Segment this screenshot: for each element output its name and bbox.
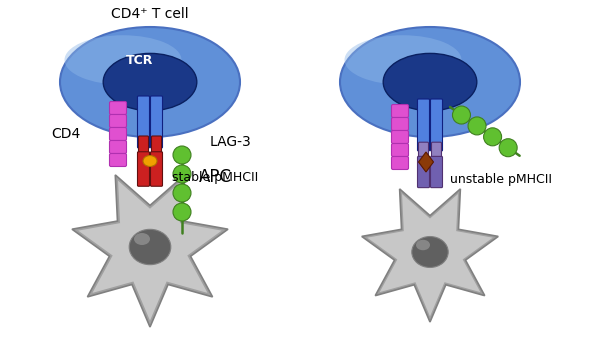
Text: APC: APC <box>199 168 232 186</box>
Text: TCR: TCR <box>127 54 154 67</box>
Text: CD4⁺ T cell: CD4⁺ T cell <box>111 7 189 21</box>
FancyBboxPatch shape <box>431 156 443 188</box>
FancyBboxPatch shape <box>392 144 409 157</box>
FancyBboxPatch shape <box>431 142 442 160</box>
Text: unstable pMHCII: unstable pMHCII <box>450 174 552 187</box>
Circle shape <box>452 106 470 124</box>
Ellipse shape <box>383 54 477 111</box>
Circle shape <box>484 128 502 146</box>
Circle shape <box>499 139 517 157</box>
FancyBboxPatch shape <box>137 152 149 186</box>
FancyBboxPatch shape <box>431 99 443 151</box>
Circle shape <box>173 165 191 183</box>
FancyBboxPatch shape <box>392 131 409 144</box>
FancyBboxPatch shape <box>392 118 409 131</box>
FancyBboxPatch shape <box>151 96 163 148</box>
Text: CD4: CD4 <box>51 127 80 141</box>
Polygon shape <box>78 181 222 321</box>
FancyBboxPatch shape <box>110 101 127 114</box>
Polygon shape <box>72 175 228 327</box>
FancyBboxPatch shape <box>110 114 127 127</box>
FancyBboxPatch shape <box>139 136 149 156</box>
Ellipse shape <box>65 35 182 85</box>
Circle shape <box>173 203 191 221</box>
Text: stable pMHCII: stable pMHCII <box>172 170 258 183</box>
FancyBboxPatch shape <box>110 153 127 166</box>
Polygon shape <box>362 189 498 322</box>
Ellipse shape <box>143 156 157 166</box>
Circle shape <box>173 184 191 202</box>
Ellipse shape <box>103 54 197 111</box>
FancyBboxPatch shape <box>419 142 428 160</box>
FancyBboxPatch shape <box>418 156 430 188</box>
FancyBboxPatch shape <box>110 140 127 153</box>
Text: LAG-3: LAG-3 <box>210 135 252 149</box>
Polygon shape <box>419 152 433 172</box>
FancyBboxPatch shape <box>151 152 163 186</box>
Ellipse shape <box>340 27 520 137</box>
FancyBboxPatch shape <box>151 136 161 156</box>
Ellipse shape <box>129 229 171 265</box>
FancyBboxPatch shape <box>110 127 127 140</box>
FancyBboxPatch shape <box>392 157 409 170</box>
FancyBboxPatch shape <box>392 105 409 118</box>
Ellipse shape <box>344 35 461 85</box>
Ellipse shape <box>416 240 430 250</box>
FancyBboxPatch shape <box>418 99 430 151</box>
Ellipse shape <box>60 27 240 137</box>
Ellipse shape <box>134 233 150 245</box>
Circle shape <box>468 117 486 135</box>
FancyBboxPatch shape <box>137 96 149 148</box>
Ellipse shape <box>412 237 448 268</box>
Circle shape <box>173 146 191 164</box>
Polygon shape <box>367 194 493 316</box>
